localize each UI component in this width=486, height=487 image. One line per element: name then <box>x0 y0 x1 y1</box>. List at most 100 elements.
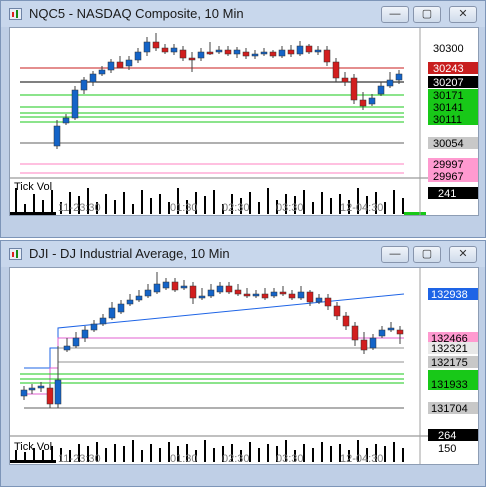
candle <box>125 59 133 67</box>
candle <box>269 51 277 57</box>
candle <box>108 307 116 319</box>
price-tag <box>428 288 478 300</box>
nasdaq-chart-window[interactable]: NQC5 - NASDAQ Composite, 10 Min — ▢ ✕ Ti… <box>0 0 486 238</box>
volume-scale: 150 <box>438 443 456 455</box>
price-label: 131933 <box>431 379 468 391</box>
close-button[interactable]: ✕ <box>449 246 477 263</box>
price-tag <box>428 170 478 182</box>
minimize-button[interactable]: — <box>381 6 409 23</box>
price-tag <box>428 101 478 113</box>
time-label: 12-04:30 <box>340 453 383 464</box>
candle <box>350 77 358 101</box>
volume-value: 264 <box>438 430 456 442</box>
candle <box>216 285 224 293</box>
maximize-button[interactable]: ▢ <box>413 246 441 263</box>
price-plot[interactable]: Tick Vol 30300 30243 30207 30171 30141 30111 3… <box>9 27 479 216</box>
candle <box>80 79 88 91</box>
candle <box>188 57 196 61</box>
time-label: 11-23:30 <box>58 202 101 214</box>
candle <box>179 49 187 59</box>
price-label: 132175 <box>431 357 468 369</box>
time-label: 12-04:30 <box>340 202 383 214</box>
candle <box>333 305 341 317</box>
time-label: 01:30 <box>170 202 198 214</box>
maximize-button[interactable]: ▢ <box>413 6 441 23</box>
candle <box>144 289 152 297</box>
candle <box>377 85 385 95</box>
candle <box>243 293 251 297</box>
candle <box>161 47 169 53</box>
candle <box>351 325 359 341</box>
candle <box>260 51 268 55</box>
candle <box>225 285 233 293</box>
time-label: 03:30 <box>276 453 304 464</box>
candle <box>135 295 143 301</box>
volume-label: Tick Vol <box>14 181 52 193</box>
candle <box>323 49 331 63</box>
resistance-line <box>24 293 405 369</box>
candle <box>20 389 28 397</box>
minimize-button[interactable]: — <box>381 246 409 263</box>
candle <box>107 61 115 71</box>
candle <box>359 99 367 107</box>
close-button[interactable]: ✕ <box>449 6 477 23</box>
candle <box>215 49 223 53</box>
price-tag <box>428 137 478 149</box>
time-label: 03:30 <box>276 202 304 214</box>
candle <box>197 51 205 59</box>
candle <box>171 281 179 291</box>
candle <box>297 291 305 299</box>
candlestick-chart[interactable]: Tick Vol 1329381324661323211321751319331… <box>10 268 478 464</box>
candle <box>332 61 340 79</box>
price-tag <box>428 62 478 74</box>
candle <box>224 49 232 55</box>
candle <box>242 51 250 57</box>
pivot-line <box>24 337 404 395</box>
price-tag <box>428 76 478 88</box>
candle <box>134 51 142 61</box>
candle <box>117 303 125 313</box>
candle <box>287 49 295 55</box>
volume-value: 241 <box>438 188 456 200</box>
candle <box>270 291 278 297</box>
dji-chart-window[interactable]: DJI - DJ Industrial Average, 10 Min — ▢ … <box>0 240 486 487</box>
price-tag <box>428 158 478 170</box>
candle <box>116 61 124 69</box>
candle <box>189 285 197 299</box>
time-label: 02:30 <box>222 202 250 214</box>
candle <box>360 339 368 351</box>
volume-baseline <box>10 460 56 463</box>
price-plot[interactable]: Tick Vol 132938 132466 132321 132175 131933 1… <box>9 267 479 465</box>
price-tag <box>428 356 478 368</box>
price-label: 30207 <box>433 77 464 89</box>
candle <box>306 291 314 303</box>
price-label: 30171 <box>433 90 464 102</box>
window-title: DJI - DJ Industrial Average, 10 Min <box>29 246 230 261</box>
candle <box>305 45 313 53</box>
candle <box>378 329 386 337</box>
price-label: 30243 <box>433 63 464 75</box>
candle <box>143 41 151 53</box>
candle <box>81 329 89 339</box>
candle <box>368 97 376 105</box>
candle <box>234 289 242 295</box>
candle <box>369 337 377 349</box>
candle <box>28 387 36 391</box>
candle <box>162 281 170 289</box>
candle <box>98 69 106 75</box>
candle <box>251 53 259 57</box>
candle <box>46 387 54 405</box>
candle <box>90 323 98 331</box>
candle <box>387 327 395 331</box>
title-bar[interactable]: DJI - DJ Industrial Average, 10 Min — ▢ … <box>1 241 485 267</box>
title-bar[interactable]: NQC5 - NASDAQ Composite, 10 Min — ▢ ✕ <box>1 1 485 27</box>
candle <box>63 345 71 351</box>
candle <box>180 285 188 289</box>
candle <box>72 337 80 347</box>
candle <box>233 49 241 55</box>
price-label: 132938 <box>431 289 468 301</box>
candle <box>252 293 260 297</box>
candle <box>341 77 349 83</box>
candle <box>153 283 161 293</box>
